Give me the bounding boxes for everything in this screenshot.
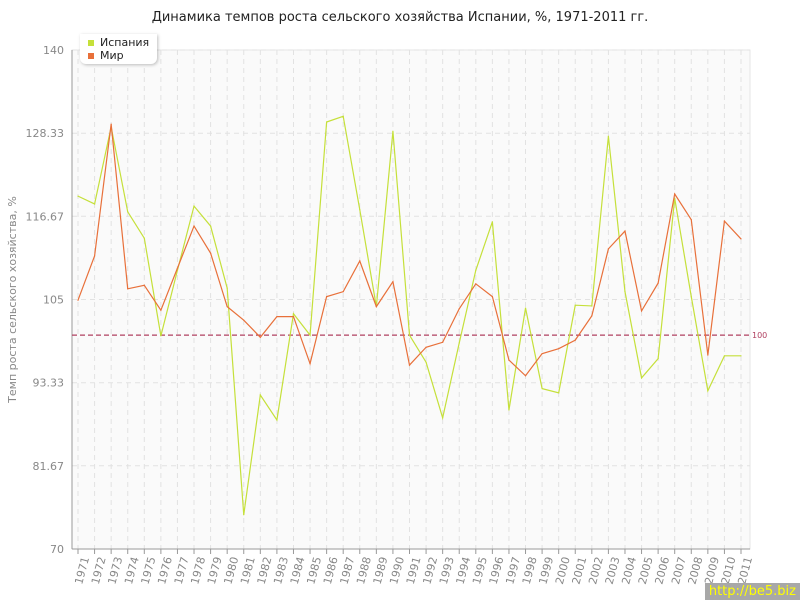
data-point: [176, 267, 179, 269]
data-point: [392, 281, 394, 283]
data-point: [707, 354, 709, 356]
data-point: [425, 346, 427, 348]
y-tick-label: 70: [50, 543, 64, 556]
x-tick-label: 2011: [735, 555, 755, 585]
data-point: [243, 514, 245, 516]
data-point: [723, 220, 726, 222]
data-point: [640, 310, 643, 312]
data-point: [574, 304, 576, 306]
y-axis-label: Темп роста сельского хозяйства, %: [6, 196, 19, 404]
data-point: [110, 123, 112, 125]
data-point: [226, 306, 228, 308]
y-tick-label: 105: [43, 294, 64, 307]
data-point: [143, 237, 145, 239]
data-point: [607, 248, 610, 250]
data-point: [657, 282, 659, 284]
legend-label: Испания: [100, 36, 150, 49]
legend: Испания Мир: [80, 34, 158, 64]
data-point: [657, 358, 659, 360]
data-point: [674, 193, 676, 195]
legend-item-world[interactable]: Мир: [88, 49, 149, 62]
legend-item-spain[interactable]: Испания: [88, 36, 149, 49]
data-point: [607, 135, 610, 137]
data-point: [740, 355, 742, 357]
data-point: [723, 355, 726, 357]
data-point: [309, 334, 311, 336]
y-tick-label: 116.67: [26, 210, 65, 223]
data-point: [342, 115, 344, 117]
data-point: [326, 296, 328, 298]
data-point: [541, 353, 543, 355]
data-point: [425, 361, 427, 363]
data-point: [541, 388, 543, 390]
data-point: [624, 291, 626, 293]
data-point: [127, 211, 129, 213]
data-point: [127, 288, 129, 290]
data-point: [292, 316, 295, 318]
watermark[interactable]: http://be5.biz: [704, 583, 800, 600]
data-point: [524, 307, 527, 309]
data-point: [193, 225, 195, 227]
data-point: [740, 238, 742, 240]
data-point: [93, 203, 96, 205]
data-point: [524, 375, 527, 377]
data-point: [210, 252, 212, 254]
y-tick-label: 93.33: [33, 377, 65, 390]
data-point: [160, 309, 162, 311]
y-tick-label: 81.67: [33, 460, 65, 473]
data-point: [458, 308, 460, 310]
data-point: [558, 348, 560, 350]
data-point: [160, 335, 162, 337]
data-point: [707, 390, 709, 392]
data-point: [508, 409, 510, 411]
data-point: [359, 209, 361, 211]
data-point: [508, 359, 510, 361]
data-point: [210, 225, 212, 227]
legend-swatch: [88, 40, 94, 46]
data-point: [143, 284, 145, 286]
chart-title: Динамика темпов роста сельского хозяйств…: [151, 10, 649, 25]
data-point: [591, 315, 593, 317]
y-tick-label: 128.33: [26, 127, 65, 140]
data-point: [574, 339, 576, 341]
data-point: [193, 205, 195, 207]
data-point: [408, 334, 411, 336]
data-point: [309, 363, 311, 365]
data-point: [690, 219, 692, 221]
y-tick-label: 140: [43, 44, 64, 57]
data-point: [392, 130, 394, 132]
data-point: [259, 394, 261, 396]
data-point: [491, 221, 493, 223]
data-point: [408, 364, 411, 366]
data-point: [77, 299, 79, 301]
data-point: [591, 305, 593, 307]
data-point: [475, 283, 477, 285]
data-point: [77, 195, 79, 197]
data-point: [243, 319, 245, 321]
data-point: [359, 260, 361, 262]
data-point: [690, 296, 692, 298]
data-point: [226, 287, 228, 289]
data-point: [259, 336, 261, 338]
legend-label: Мир: [100, 49, 124, 62]
data-point: [276, 316, 278, 318]
data-point: [375, 306, 377, 308]
data-point: [276, 419, 278, 421]
data-point: [342, 291, 344, 293]
legend-swatch: [88, 53, 94, 59]
data-point: [442, 417, 444, 419]
data-point: [475, 269, 477, 271]
data-point: [326, 121, 328, 123]
data-point: [442, 341, 444, 343]
data-point: [558, 392, 560, 394]
data-point: [640, 377, 643, 379]
data-point: [624, 230, 626, 232]
data-point: [458, 342, 460, 344]
data-point: [292, 313, 295, 315]
reference-line-label: 100: [752, 331, 767, 340]
data-point: [491, 296, 493, 298]
data-point: [93, 255, 96, 257]
